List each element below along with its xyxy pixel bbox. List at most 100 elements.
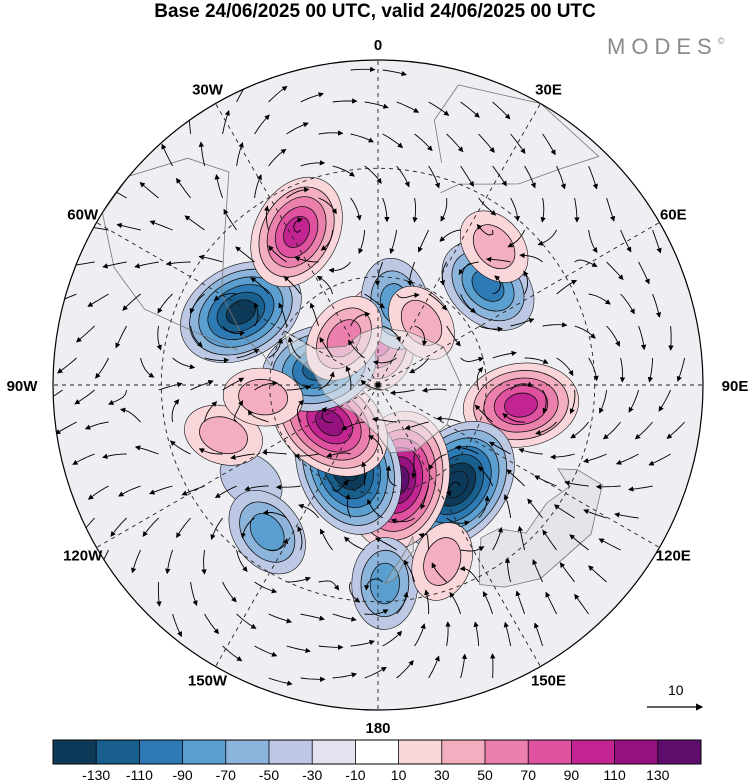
wind-vector (506, 469, 525, 487)
wind-vector (343, 536, 365, 551)
wind-vector (417, 229, 430, 253)
wind-vector (358, 229, 366, 255)
wind-vector (372, 357, 397, 366)
wind-vector (244, 485, 269, 491)
contour-line (504, 392, 538, 418)
contour-line (238, 378, 289, 416)
wind-vector (510, 197, 521, 222)
wind-vector (502, 412, 525, 423)
wind-vector (620, 229, 632, 253)
meridian (215, 103, 379, 386)
wind-vector (569, 389, 576, 415)
wind-vector (345, 493, 352, 519)
latitude-circle (269, 276, 487, 494)
wind-vector (332, 165, 355, 177)
wind-vector (445, 621, 451, 647)
map-border (52, 59, 704, 711)
wind-vector (53, 389, 63, 404)
wind-vector (236, 348, 260, 359)
wind-vector (72, 453, 95, 465)
contour-line (207, 284, 275, 341)
wind-vector (309, 302, 320, 327)
graticule (53, 60, 703, 710)
wind-vector (364, 666, 387, 679)
longitude-label-lon-120e: 120E (656, 548, 691, 565)
wind-vector (454, 444, 479, 455)
wind-vector (523, 270, 529, 295)
wind-vector (545, 591, 558, 615)
wind-vector (602, 421, 621, 440)
wind-vector (460, 653, 468, 679)
wind-vector (492, 526, 504, 551)
wind-vector (382, 197, 390, 223)
wind-vector (204, 357, 230, 364)
wind-vector (172, 613, 182, 638)
wind-vector (473, 621, 480, 647)
wind-vector (364, 609, 389, 615)
wind-vector (385, 465, 397, 487)
wind-vector (614, 512, 639, 519)
wind-vector (214, 485, 237, 498)
wind-vector (247, 409, 269, 423)
wind-vector (524, 357, 549, 364)
wind-vector (519, 252, 543, 263)
wind-vector (332, 613, 357, 622)
anomaly-contour (199, 416, 248, 454)
wind-vector (537, 229, 557, 246)
wind-vector (396, 659, 414, 679)
wind-vector (553, 504, 575, 519)
wind-vector (533, 622, 544, 647)
contour-line (228, 490, 306, 575)
colorbar-swatch (614, 740, 659, 764)
colorbar-tick-label: 10 (391, 767, 407, 783)
wind-vector (404, 421, 429, 430)
wind-vector (87, 485, 109, 500)
logo-text: MODES (607, 34, 718, 59)
meridian (377, 222, 660, 386)
wind-vector (236, 141, 244, 167)
wind-vector (459, 565, 479, 583)
contour-line (283, 215, 311, 249)
wind-vector (510, 381, 534, 391)
wind-vector (156, 581, 162, 607)
wind-vector (574, 197, 580, 223)
wind-vector (482, 591, 494, 615)
longitude-label-lon-0: 0 (374, 37, 382, 54)
wind-vector (476, 366, 484, 391)
wind-vector (204, 401, 218, 423)
wind-vector (424, 589, 430, 615)
wind-vector (503, 493, 512, 519)
wind-vector (254, 114, 270, 135)
wind-vector (361, 461, 367, 487)
wind-vector (446, 481, 461, 497)
anomaly-contour (250, 513, 285, 551)
wind-vector (389, 229, 398, 255)
colorbar-tick-label: 70 (520, 767, 536, 783)
wind-vector (371, 416, 397, 423)
colorbar-swatch (441, 740, 486, 764)
colorbar-tick-label: -90 (172, 767, 192, 783)
wind-vector (658, 389, 672, 412)
wind-vector (524, 165, 536, 189)
wind-vector (460, 356, 485, 363)
wind-vector (485, 256, 511, 263)
longitude-label-lon-90w: 90W (7, 378, 39, 395)
wind-vector (198, 448, 223, 455)
wind-vector (439, 229, 461, 242)
pole-marker (375, 382, 381, 388)
colorbar: -130 -110 -90 -70 -50 -30 -10 10 30 50 70 90 110 130 (52, 739, 702, 783)
contour-line (473, 370, 569, 441)
wind-vector (318, 580, 340, 591)
wind-vector (460, 101, 480, 118)
wind-vector (294, 256, 319, 263)
wind-vector (414, 325, 428, 347)
wind-vector (628, 389, 640, 413)
wind-vector (556, 279, 578, 295)
colorbar-swatch (312, 740, 356, 764)
wind-vector (503, 621, 512, 647)
wind-vector (477, 466, 494, 487)
wind-vector (615, 453, 639, 465)
wind-vector (134, 261, 159, 269)
modes-logo: MODES© (607, 34, 724, 60)
